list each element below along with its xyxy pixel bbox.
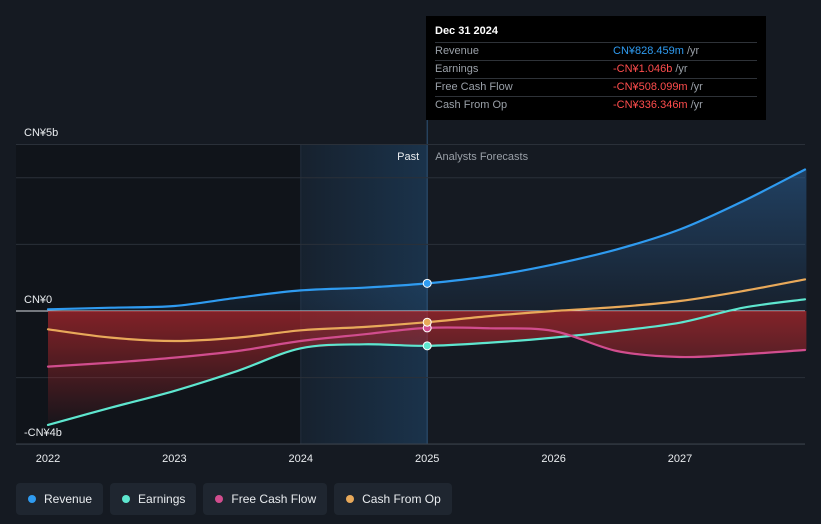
legend-label: Free Cash Flow	[231, 492, 317, 506]
x-tick-label: 2025	[415, 453, 439, 465]
tooltip-value: -CN¥336.346m	[613, 99, 688, 111]
tooltip-value: -CN¥1.046b	[613, 63, 673, 75]
x-tick-label: 2024	[289, 453, 313, 465]
x-tick-label: 2023	[162, 453, 186, 465]
legend-item-revenue[interactable]: Revenue	[16, 483, 104, 515]
tooltip-unit: /yr	[690, 81, 703, 93]
series-line-revenue	[46, 168, 807, 311]
tooltip-value: CN¥828.459m	[613, 45, 684, 57]
legend-dot-icon	[122, 495, 131, 503]
marker-cash-from-op	[422, 317, 432, 327]
legend-label: Revenue	[44, 492, 93, 506]
legend-dot-icon	[346, 495, 355, 503]
y-axis-label-zero: CN¥0	[24, 294, 52, 306]
negative-area	[48, 311, 807, 425]
tooltip-unit: /yr	[675, 63, 688, 75]
legend-label: Cash From Op	[362, 492, 441, 506]
tooltip-label: Earnings	[435, 63, 479, 75]
legend-item-free-cash-flow[interactable]: Free Cash Flow	[203, 483, 328, 515]
tooltip-unit: /yr	[690, 99, 703, 111]
marker-earnings	[422, 341, 432, 351]
forecast-label: Analysts Forecasts	[435, 151, 528, 163]
tooltip-unit: /yr	[686, 45, 700, 57]
tooltip-value: -CN¥508.099m	[613, 81, 688, 93]
tooltip-label: Free Cash Flow	[435, 81, 513, 93]
y-axis-label-top: CN¥5b	[24, 127, 58, 139]
tooltip-row-earnings: Earnings -CN¥1.046b /yr	[435, 60, 757, 78]
tooltip-row-revenue: Revenue CN¥828.459m /yr	[435, 42, 757, 60]
positive-area	[48, 169, 807, 311]
x-tick-label: 2027	[668, 453, 692, 465]
marker-revenue	[422, 278, 432, 288]
tooltip-label: Cash From Op	[435, 99, 508, 111]
legend-label: Earnings	[138, 492, 186, 506]
tooltip: Dec 31 2024 Revenue CN¥828.459m /yr Earn…	[426, 16, 766, 120]
legend: Revenue Earnings Free Cash Flow Cash Fro…	[16, 483, 452, 515]
y-axis-label-bottom: -CN¥4b	[24, 427, 62, 439]
x-tick-label: 2026	[541, 453, 565, 465]
x-tick-label: 2022	[36, 453, 60, 465]
tooltip-row-cash-from-op: Cash From Op -CN¥336.346m /yr	[435, 96, 757, 114]
legend-dot-icon	[28, 495, 36, 503]
past-label: Past	[397, 151, 419, 163]
tooltip-label: Revenue	[435, 45, 480, 57]
legend-item-cash-from-op[interactable]: Cash From Op	[334, 483, 452, 515]
tooltip-row-free-cash-flow: Free Cash Flow -CN¥508.099m /yr	[435, 78, 757, 96]
legend-item-earnings[interactable]: Earnings	[110, 483, 197, 515]
tooltip-date: Dec 31 2024	[435, 25, 498, 37]
legend-dot-icon	[215, 495, 224, 503]
